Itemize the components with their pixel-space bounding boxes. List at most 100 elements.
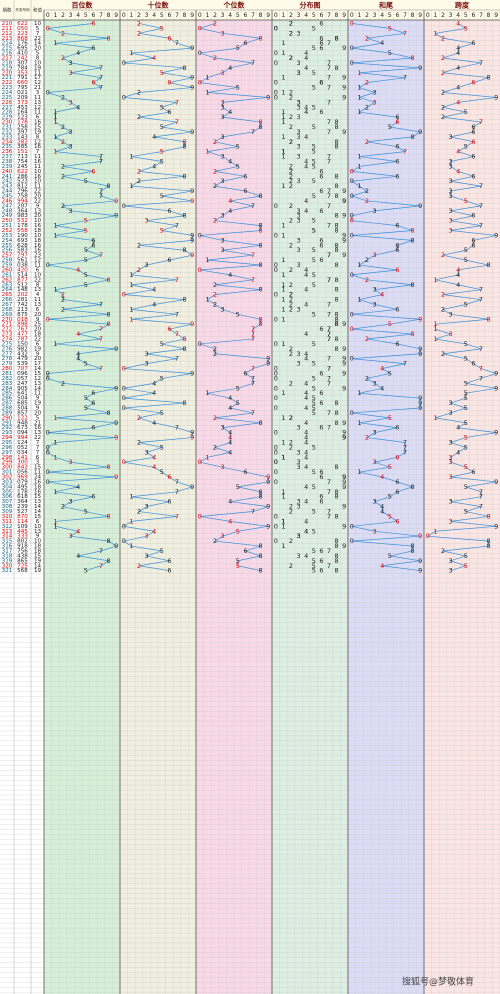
distribution-digit: 8 [335, 182, 339, 190]
sum: 11 [34, 154, 42, 160]
draw-number: 151 [17, 149, 28, 155]
distribution-digit: 5 [312, 44, 316, 52]
distribution-digit: 6 [319, 399, 323, 407]
distribution-digit: 6 [319, 79, 323, 87]
distribution-digit: 3 [297, 246, 301, 254]
trend-digit: 5 [236, 143, 240, 151]
distribution-digit: 3 [297, 458, 301, 466]
distribution-digit: 8 [335, 409, 339, 417]
sum: 18 [34, 548, 42, 554]
trend-digit: 4 [152, 389, 156, 397]
trend-digit: 0 [46, 468, 50, 476]
trend-digit: 2 [441, 103, 445, 111]
sum: 12 [34, 80, 41, 86]
trend-digit: 4 [76, 483, 80, 491]
draw-number: 812 [17, 184, 28, 190]
trend-digit: 0 [122, 384, 126, 392]
digit-header: 8 [335, 12, 339, 19]
distribution-digit: 5 [312, 246, 316, 254]
distribution-digit: 6 [319, 325, 323, 333]
trend-digit: 5 [464, 24, 468, 32]
trend-digit: 8 [411, 236, 415, 244]
issue: 272 [2, 327, 13, 333]
distribution-digit: 8 [335, 261, 339, 269]
distribution-digit: 9 [342, 369, 346, 377]
trend-digit: 6 [167, 108, 171, 116]
distribution-digit: 6 [319, 207, 323, 215]
distribution-digit: 1 [281, 453, 285, 461]
trend-digit: 1 [53, 488, 57, 496]
trend-digit: 8 [259, 552, 263, 560]
trend-digit: 7 [99, 192, 103, 200]
trend-digit: 5 [464, 562, 468, 570]
sum: 10 [34, 233, 42, 239]
issue: 267 [2, 302, 13, 308]
trend-digit: 4 [228, 207, 232, 215]
trend-digit: 4 [228, 439, 232, 447]
trend-digit: 8 [183, 143, 187, 151]
trend-digit: 1 [357, 162, 361, 170]
trend-digit: 2 [137, 414, 141, 422]
trend-digit: 4 [456, 167, 460, 175]
distribution-digit: 3 [297, 236, 301, 244]
trend-digit: 3 [449, 453, 453, 461]
trend-digit: 0 [46, 374, 50, 382]
digit-header: 3 [373, 12, 377, 19]
distribution-digit: 4 [304, 49, 308, 57]
trend-digit: 5 [236, 44, 240, 52]
distribution-digit: 9 [342, 542, 346, 550]
trend-digit: 9 [494, 429, 498, 437]
distribution-digit: 6 [319, 493, 323, 501]
trend-digit: 2 [61, 291, 65, 299]
sum: 14 [34, 563, 42, 569]
trend-digit: 4 [380, 291, 384, 299]
trend-digit: 5 [388, 414, 392, 422]
trend-digit: 7 [99, 335, 103, 343]
trend-digit: 4 [228, 434, 232, 442]
distribution-digit: 0 [274, 448, 278, 456]
trend-digit: 6 [167, 79, 171, 87]
distribution-digit: 1 [281, 39, 285, 47]
trend-digit: 6 [243, 187, 247, 195]
trend-digit: 6 [395, 517, 399, 525]
trend-digit: 9 [494, 522, 498, 530]
sum: 9 [36, 351, 40, 357]
trend-digit: 0 [46, 261, 50, 269]
sum: 20 [34, 46, 42, 52]
distribution-digit: 7 [327, 222, 331, 230]
distribution-digit: 8 [335, 399, 339, 407]
trend-digit: 3 [373, 98, 377, 106]
trend-digit: 6 [395, 222, 399, 230]
sum: 11 [34, 184, 42, 190]
trend-digit: 1 [433, 325, 437, 333]
trend-digit: 1 [129, 281, 133, 289]
trend-digit: 4 [456, 448, 460, 456]
distribution-digit: 0 [274, 404, 278, 412]
trend-digit: 7 [175, 488, 179, 496]
digit-header: 1 [433, 12, 437, 19]
sum: 20 [34, 356, 42, 362]
draw-number: 618 [17, 494, 28, 500]
draw-number: 742 [17, 302, 28, 308]
trend-digit: 2 [365, 256, 369, 264]
draw-number: 843 [17, 465, 28, 471]
issue: 260 [2, 267, 13, 273]
trend-digit: 7 [479, 365, 483, 373]
distribution-digit: 0 [274, 443, 278, 451]
distribution-digit: 1 [281, 182, 285, 190]
trend-digit: 2 [61, 305, 65, 313]
distribution-digit: 8 [335, 241, 339, 249]
distribution-digit: 2 [289, 379, 293, 387]
trend-digit: 6 [471, 153, 475, 161]
trend-digit: 6 [167, 256, 171, 264]
trend-digit: 1 [129, 315, 133, 323]
trend-digit: 6 [243, 39, 247, 47]
trend-digit: 9 [190, 483, 194, 491]
trend-digit: 6 [243, 468, 247, 476]
trend-digit: 0 [350, 271, 354, 279]
sum: 10 [34, 21, 42, 27]
issue: 301 [2, 470, 13, 476]
sum: 8 [36, 282, 40, 288]
distribution-digit: 5 [312, 24, 316, 32]
draw-number: 994 [17, 435, 28, 441]
